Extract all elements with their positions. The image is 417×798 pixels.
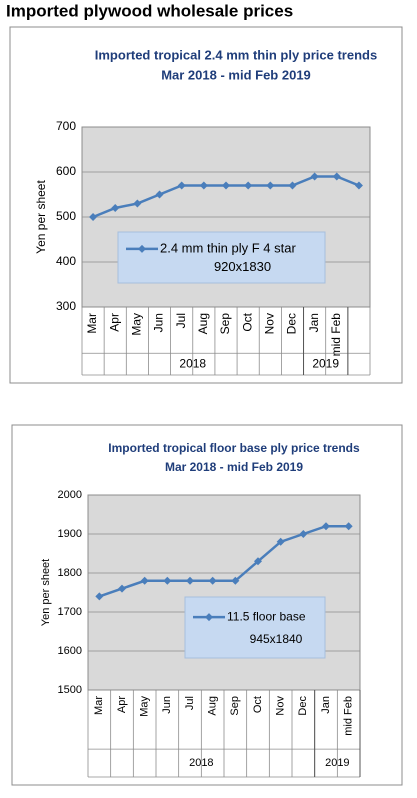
chart-title: Imported tropical floor base ply price t…: [108, 441, 360, 455]
x-tick-label: Aug: [207, 696, 219, 716]
chart-title: Imported tropical 2.4 mm thin ply price …: [95, 47, 377, 62]
point-marker: [95, 592, 104, 601]
x-tick-label: Mar: [93, 696, 105, 715]
x-tick-label: Jul: [174, 313, 188, 328]
point-marker: [310, 172, 319, 181]
x-tick-label: Dec: [297, 696, 309, 716]
x-tick-label: Oct: [252, 696, 264, 713]
legend-marker: [138, 244, 146, 253]
x-tick-label: Nov: [262, 313, 276, 334]
page-title: Imported plywood wholesale prices: [6, 1, 293, 20]
point-marker: [177, 181, 186, 190]
x-tick-label: Jul: [184, 696, 196, 710]
x-tick-label: Nov: [275, 696, 287, 716]
legend-box: [184, 596, 326, 659]
point-marker: [222, 181, 230, 190]
point-marker: [208, 576, 217, 585]
legend-subtext: 920x1830: [214, 259, 271, 274]
y-tick-label: 600: [56, 164, 76, 178]
point-marker: [89, 213, 98, 221]
x-tick-label: May: [130, 313, 144, 336]
x-tick-label: Jan: [307, 313, 321, 332]
y-axis-label: Yen per sheet: [34, 180, 48, 254]
legend-box: [117, 231, 326, 284]
point-marker: [299, 530, 308, 538]
group-label: 2019: [325, 757, 349, 769]
series-line: [98, 524, 349, 598]
point-marker: [276, 537, 285, 546]
legend-subtext: 945x1840: [250, 632, 303, 646]
x-tick-label: Aug: [196, 313, 210, 334]
x-tick-label: May: [139, 696, 151, 717]
point-marker: [322, 522, 330, 531]
point-marker: [231, 576, 240, 585]
point-marker: [266, 181, 275, 190]
x-tick-label: mid Feb: [329, 313, 343, 357]
point-marker: [288, 181, 297, 190]
point-marker: [244, 181, 253, 190]
point-marker: [111, 204, 120, 212]
point-marker: [344, 522, 353, 531]
group-label: 2019: [312, 356, 339, 370]
point-marker: [118, 584, 126, 593]
x-tick-label: Jun: [161, 696, 173, 714]
x-tick-label: Sep: [218, 313, 232, 335]
point-marker: [163, 576, 172, 585]
legend-label: 2.4 mm thin ply F 4 star: [160, 240, 296, 255]
x-tick-label: Mar: [85, 313, 99, 334]
x-tick-label: Sep: [229, 696, 241, 716]
y-tick-label: 1900: [58, 528, 82, 540]
x-tick-label: Apr: [116, 696, 128, 713]
chart-subtitle: Mar 2018 - mid Feb 2019: [165, 460, 303, 474]
y-tick-label: 1700: [58, 606, 82, 618]
group-label: 2018: [189, 757, 213, 769]
x-tick-label: mid Feb: [343, 696, 355, 736]
y-tick-label: 1500: [58, 684, 82, 696]
y-axis-label: Yen per sheet: [40, 559, 52, 626]
point-marker: [133, 199, 142, 208]
x-tick-label: Jun: [152, 313, 166, 332]
point-marker: [254, 557, 262, 566]
y-tick-label: 2000: [58, 489, 82, 501]
point-marker: [155, 190, 164, 199]
point-marker: [354, 181, 363, 190]
legend-label: 11.5 floor base: [227, 609, 306, 623]
y-tick-label: 1600: [58, 645, 82, 657]
y-tick-label: 300: [56, 299, 76, 313]
point-marker: [186, 576, 194, 585]
point-marker: [332, 172, 341, 181]
point-marker: [140, 576, 149, 585]
x-tick-label: Apr: [107, 313, 121, 332]
group-label: 2018: [179, 356, 206, 370]
y-tick-label: 1800: [58, 567, 82, 579]
legend-marker: [205, 613, 213, 622]
y-tick-label: 500: [56, 209, 76, 223]
x-tick-label: Oct: [240, 312, 254, 331]
x-tick-label: Jan: [320, 696, 332, 714]
y-tick-label: 700: [56, 119, 76, 133]
point-marker: [199, 181, 208, 190]
plot-area: [87, 494, 361, 691]
chart-subtitle: Mar 2018 - mid Feb 2019: [161, 67, 311, 82]
x-tick-label: Dec: [285, 313, 299, 334]
y-tick-label: 400: [56, 254, 76, 268]
